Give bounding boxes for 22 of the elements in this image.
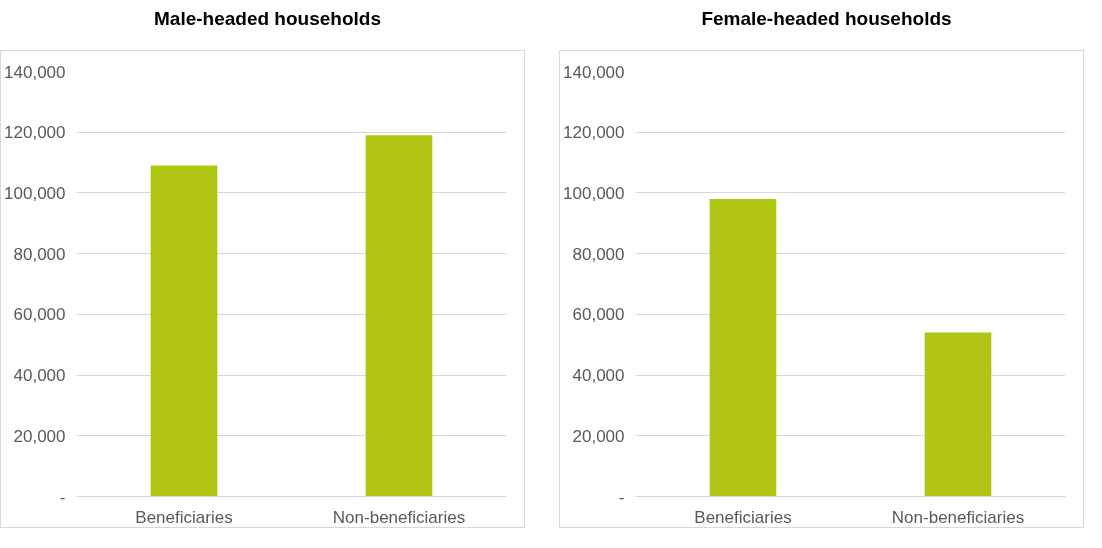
y-tick-label: 120,000 bbox=[563, 123, 625, 143]
y-tick-label: 40,000 bbox=[572, 366, 625, 386]
y-tick-label: - bbox=[618, 487, 625, 507]
y-tick-label: 140,000 bbox=[4, 62, 66, 82]
y-tick-label: 20,000 bbox=[13, 426, 66, 446]
y-tick-label: 60,000 bbox=[572, 305, 625, 325]
y-tick-label: 120,000 bbox=[4, 123, 66, 143]
x-tick-label: Beneficiaries bbox=[135, 507, 233, 527]
x-tick-label: Non-beneficiaries bbox=[332, 507, 466, 527]
chart-title: Male-headed households bbox=[154, 7, 381, 31]
chart-title: Female-headed households bbox=[701, 7, 952, 31]
y-tick-label: 80,000 bbox=[572, 244, 625, 264]
y-tick-label: 100,000 bbox=[4, 183, 66, 203]
x-tick-label: Beneficiaries bbox=[694, 507, 792, 527]
y-tick-label: 80,000 bbox=[13, 244, 66, 264]
y-tick-label: 140,000 bbox=[563, 62, 625, 82]
y-tick-label: - bbox=[59, 487, 66, 507]
y-tick-label: 60,000 bbox=[13, 305, 66, 325]
y-tick-label: 100,000 bbox=[563, 183, 625, 203]
y-tick-label: 40,000 bbox=[13, 366, 66, 386]
y-tick-label: 20,000 bbox=[572, 426, 625, 446]
x-tick-label: Non-beneficiaries bbox=[891, 507, 1025, 527]
